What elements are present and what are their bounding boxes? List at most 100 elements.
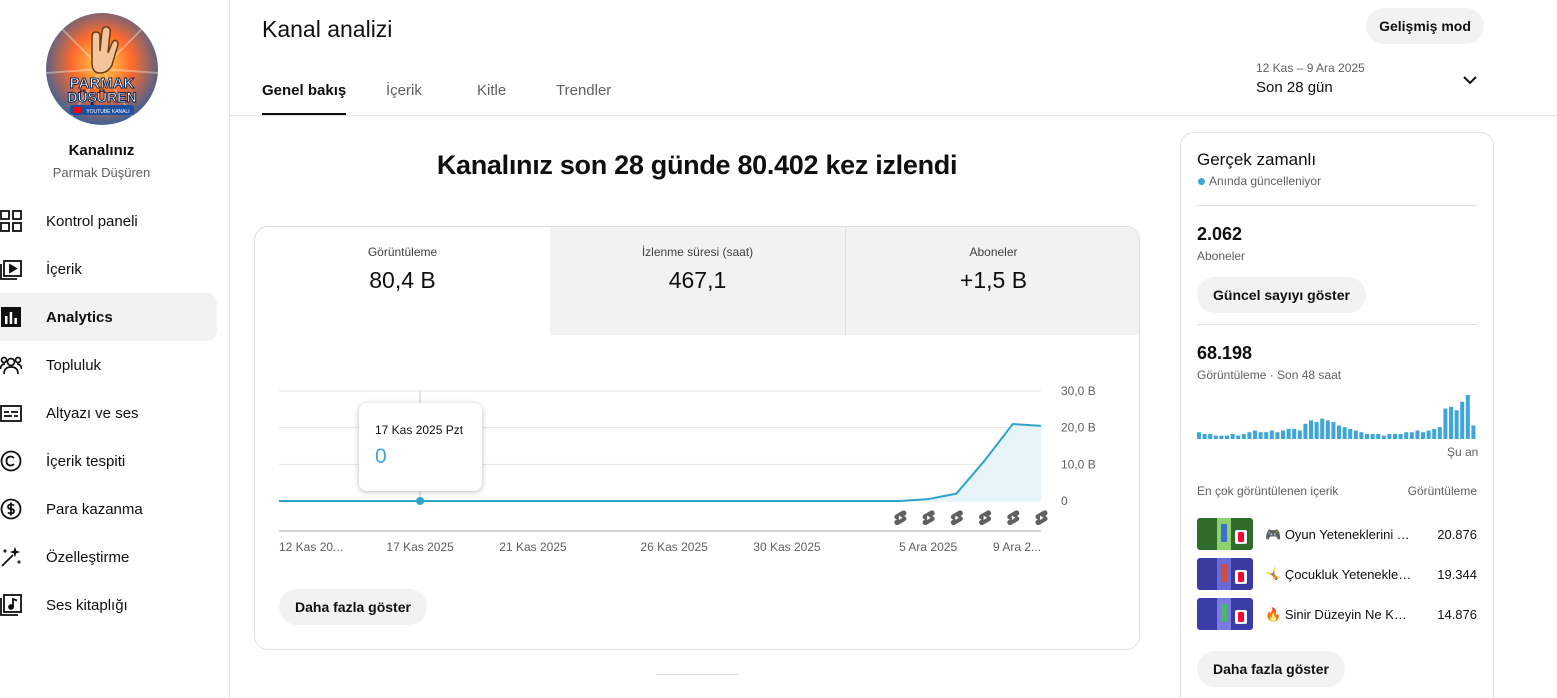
video-thumbnail[interactable]	[1197, 518, 1253, 550]
shorts-marker-icon	[950, 510, 963, 526]
realtime-bar	[1460, 401, 1465, 439]
sidebar-item-dashboard[interactable]: Kontrol paneli	[0, 197, 217, 245]
top-content-title[interactable]: 🤸 Çocukluk Yeteneklerini Test Et	[1265, 567, 1413, 583]
video-thumbnail[interactable]	[1197, 598, 1253, 630]
realtime-bar	[1421, 432, 1426, 439]
realtime-bar	[1292, 428, 1297, 439]
realtime-bar	[1269, 430, 1274, 439]
realtime-bar	[1398, 433, 1403, 439]
realtime-bar	[1213, 435, 1218, 439]
realtime-bar	[1281, 430, 1286, 439]
metric-tab-views[interactable]: Görüntüleme 80,4 B	[255, 227, 550, 335]
magic-wand-icon	[0, 546, 22, 568]
page-title: Kanal analizi	[262, 16, 393, 42]
show-live-count-button[interactable]: Güncel sayıyı göster	[1197, 277, 1366, 313]
sidebar-item-monetization[interactable]: Para kazanma	[0, 485, 217, 533]
realtime-bar	[1264, 432, 1269, 439]
metric-value: +1,5 B	[959, 267, 1028, 293]
top-content-views: 19.344	[1437, 567, 1477, 582]
channel-name[interactable]: Parmak Düşüren	[52, 165, 151, 180]
top-content-row[interactable]: 🔥 Sinir Düzeyin Ne Kadar 14.876	[1197, 598, 1477, 630]
sidebar-item-label: Ses kitaplığı	[46, 596, 128, 614]
realtime-status: Anında güncelleniyor	[1209, 174, 1322, 188]
chart-data-point	[416, 497, 425, 505]
metric-tab-watch-time[interactable]: İzlenme süresi (saat) 467,1	[550, 227, 845, 335]
top-content-emoji: 🎮	[1265, 527, 1282, 542]
realtime-bar	[1404, 432, 1409, 439]
chart-y-tick-label: 20,0 B	[1061, 421, 1096, 435]
avatar-line-3: YOUTUBE KANALI	[86, 109, 129, 115]
tab-audience[interactable]: Kitle	[477, 82, 507, 99]
sidebar-item-community[interactable]: Topluluk	[0, 341, 217, 389]
top-content-title-text: Çocukluk Yeteneklerini Test Et	[1284, 567, 1413, 582]
sidebar-item-content[interactable]: İçerik	[0, 245, 217, 293]
realtime-views-bar-chart[interactable]	[1197, 393, 1477, 439]
metric-label: Görüntüleme	[367, 245, 438, 259]
realtime-bar	[1465, 395, 1470, 439]
views-headline: Kanalınız son 28 günde 80.402 kez izlend…	[436, 150, 958, 180]
chart-x-tick-label: 30 Kas 2025	[753, 540, 821, 554]
tab-content[interactable]: İçerik	[386, 82, 422, 99]
top-content-row[interactable]: 🤸 Çocukluk Yeteneklerini Test Et 19.344	[1197, 558, 1477, 590]
sidebar-item-label: İçerik tespiti	[46, 452, 126, 470]
community-icon	[0, 354, 22, 376]
shorts-marker-icon	[1007, 510, 1020, 526]
sidebar: PARMAK DÜŞÜREN YOUTUBE KANALI Kanalınız …	[0, 0, 230, 698]
audio-library-icon	[0, 594, 22, 616]
realtime-bar	[1325, 420, 1330, 439]
show-more-button[interactable]: Daha fazla göster	[279, 589, 427, 625]
shorts-marker-icon	[1035, 510, 1048, 526]
top-content-row[interactable]: 🎮 Oyun Yeteneklerini Test Et 20.876	[1197, 518, 1477, 550]
realtime-bar	[1353, 430, 1358, 439]
realtime-subscribers-label: Aboneler	[1197, 249, 1246, 263]
channel-avatar[interactable]: PARMAK DÜŞÜREN YOUTUBE KANALI	[46, 13, 158, 125]
realtime-bar	[1365, 433, 1370, 439]
sidebar-item-customization[interactable]: Özelleştirme	[0, 533, 217, 581]
chart-y-tick-label: 10,0 B	[1061, 457, 1096, 471]
realtime-bar	[1337, 425, 1342, 439]
advanced-mode-button[interactable]: Gelişmiş mod	[1366, 8, 1484, 44]
top-content-column-label: Görüntüleme	[1407, 484, 1477, 498]
sidebar-item-label: İçerik	[46, 260, 82, 278]
realtime-bar	[1202, 433, 1207, 439]
chevron-down-icon[interactable]	[1460, 70, 1480, 90]
avatar-line-2: DÜŞÜREN	[67, 89, 136, 105]
realtime-bar	[1454, 410, 1459, 439]
sidebar-item-label: Analytics	[46, 308, 113, 326]
top-content-views: 20.876	[1437, 527, 1477, 542]
metrics-card: Görüntüleme 80,4 B İzlenme süresi (saat)…	[254, 226, 1140, 650]
top-content-title[interactable]: 🔥 Sinir Düzeyin Ne Kadar	[1265, 607, 1413, 623]
show-more-top-content-button[interactable]: Daha fazla göster	[1197, 651, 1345, 687]
realtime-bar	[1387, 433, 1392, 439]
metric-value: 80,4 B	[369, 267, 436, 293]
sidebar-item-subtitles[interactable]: Altyazı ve ses	[0, 389, 217, 437]
avatar-line-1: PARMAK	[70, 75, 135, 92]
sidebar-item-analytics[interactable]: Analytics	[0, 293, 217, 341]
realtime-bar	[1197, 432, 1202, 439]
top-content-title[interactable]: 🎮 Oyun Yeteneklerini Test Et	[1265, 527, 1413, 543]
realtime-bar	[1225, 435, 1230, 439]
realtime-bar	[1314, 422, 1319, 439]
chart-area-fill	[279, 424, 1041, 501]
realtime-bar	[1437, 427, 1442, 439]
metric-tab-subscribers[interactable]: Aboneler +1,5 B	[845, 227, 1139, 335]
sidebar-item-content-id[interactable]: İçerik tespiti	[0, 437, 217, 485]
realtime-bar	[1253, 430, 1258, 439]
realtime-bar	[1432, 428, 1437, 439]
tab-trends[interactable]: Trendler	[556, 82, 612, 99]
date-preset-selector[interactable]: Son 28 gün	[1256, 79, 1333, 96]
sidebar-item-audio-library[interactable]: Ses kitaplığı	[0, 581, 217, 629]
tooltip-date: 17 Kas 2025 Pzt	[375, 423, 464, 437]
tab-overview[interactable]: Genel bakış	[262, 82, 347, 116]
live-dot-icon	[1198, 178, 1205, 185]
date-range-text[interactable]: 12 Kas – 9 Ara 2025	[1256, 61, 1365, 75]
shorts-marker-icon	[894, 510, 907, 526]
copyright-icon	[0, 450, 22, 472]
shorts-marker-icon	[978, 510, 992, 526]
realtime-bar	[1275, 432, 1280, 439]
header-divider	[230, 115, 1557, 116]
video-thumbnail[interactable]	[1197, 558, 1253, 590]
divider	[1197, 324, 1477, 325]
subtitles-icon	[0, 402, 22, 424]
realtime-bar	[1342, 427, 1347, 439]
